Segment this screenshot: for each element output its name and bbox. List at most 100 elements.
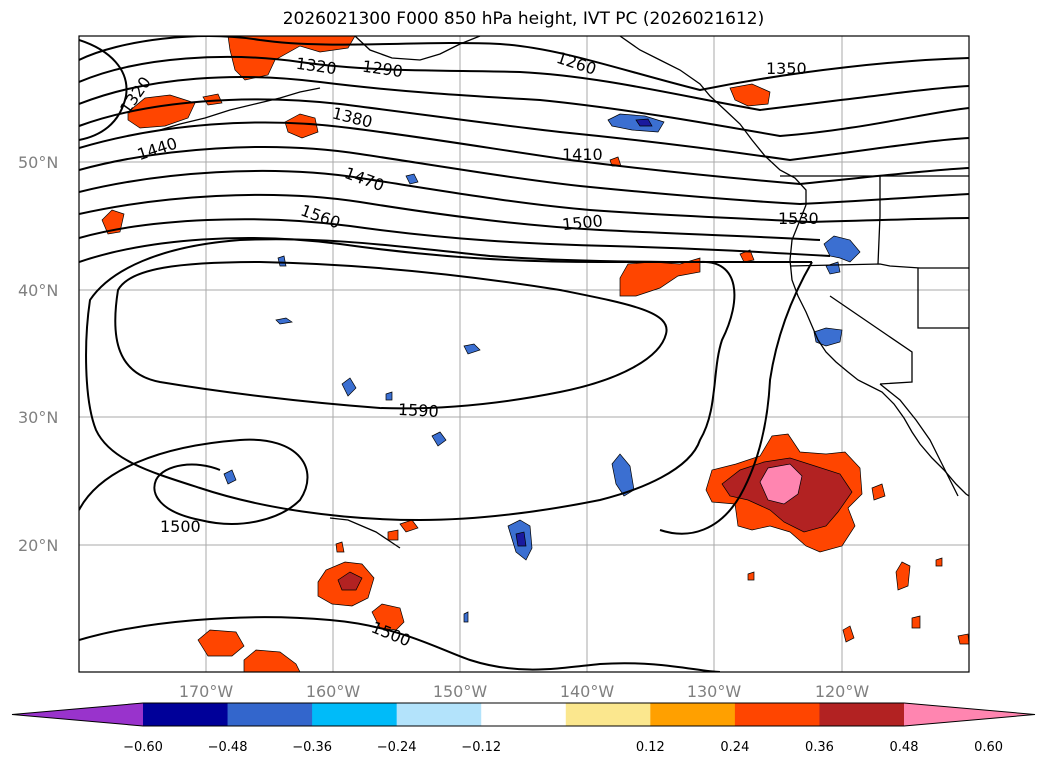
ivt-patch-pink-core: [759, 463, 803, 505]
colorbar-tick-label: −0.24: [377, 740, 417, 755]
ivt-neg-west-coast: [823, 235, 861, 263]
colorbar-tick-label: −0.36: [292, 740, 332, 755]
contour-1500-south: [79, 438, 309, 525]
contour-label: 1500: [561, 211, 603, 234]
lat-label: 20°N: [18, 536, 58, 555]
contour-1290: [79, 55, 969, 112]
contour-label: 1410: [562, 145, 603, 164]
colorbar-segment: [143, 703, 229, 726]
ivt-patch-gulf: [284, 113, 319, 139]
ivt-patch-far-southeast: [895, 561, 911, 591]
ivt-patch-far-southeast-2: [842, 625, 855, 643]
ivt-neg-small-5: [341, 377, 357, 397]
contour-1560: [85, 238, 736, 522]
ivt-patch-tiny-c: [335, 541, 345, 553]
ivt-positive-patches: [101, 36, 969, 672]
contour-1500-north: [79, 218, 831, 257]
ivt-neg-small-3: [275, 317, 293, 325]
ivt-neg-small-6: [431, 431, 447, 447]
north-american-coast: [789, 204, 969, 497]
colorbar-tick-label: 0.48: [890, 740, 919, 755]
ivt-patch-south-small: [399, 519, 419, 533]
lon-label: 120°W: [815, 682, 870, 701]
colorbar-segment: [565, 703, 651, 726]
contour-label: 1350: [766, 59, 807, 78]
colorbar-tick-label: 0.36: [805, 740, 834, 755]
colorbar-tick-label: −0.48: [208, 740, 248, 755]
ivt-neg-california: [813, 327, 843, 347]
state-border-3: [917, 268, 969, 329]
contour-label: 1530: [778, 209, 819, 228]
ivt-patch-tiny-a: [747, 571, 755, 581]
plot-frame: [78, 35, 970, 673]
colorbar-segment: [650, 703, 736, 726]
colorbar-tick-label: −0.12: [461, 740, 501, 755]
ivt-patch-tiny-b: [935, 557, 943, 567]
map-plot-area: [79, 36, 969, 672]
colorbar-tick-label: −0.60: [123, 740, 163, 755]
ivt-patch-southwest: [197, 629, 245, 657]
ivt-patch-south-small-2: [387, 529, 399, 541]
contour-1410: [79, 146, 969, 206]
lat-label: 40°N: [18, 281, 58, 300]
ivt-neg-small-4: [463, 343, 481, 355]
aleutian-islands: [159, 87, 321, 131]
colorbar-segment: [734, 703, 820, 726]
map-title: 2026021300 F000 850 hPa height, IVT PC (…: [282, 9, 765, 29]
ivt-negative-patches: [223, 113, 861, 623]
colorbar: −0.60 −0.48 −0.36 −0.24 −0.12 0.12 0.24 0.36 0.4…: [11, 702, 1036, 755]
colorbar-segment: [312, 703, 398, 726]
hawaii-chain: [329, 517, 401, 549]
coastlines: [159, 36, 969, 549]
lon-label: 140°W: [560, 682, 615, 701]
lat-label: 30°N: [18, 408, 58, 427]
longitude-labels: 170°W 160°W 150°W 140°W 130°W 120°W: [179, 682, 870, 701]
lon-label: 130°W: [687, 682, 742, 701]
colorbar-tick-label: 0.12: [636, 740, 665, 755]
ivt-neg-tiny-b: [463, 611, 469, 623]
contour-1440: [79, 169, 969, 224]
colorbar-extend-max: [904, 703, 1035, 726]
ivt-neg-south-dark: [515, 531, 527, 547]
ivt-patch-alaska-coast: [729, 83, 771, 107]
contour-1320: [79, 76, 969, 138]
contour-1590: [114, 260, 668, 410]
colorbar-tick-label: 0.24: [720, 740, 749, 755]
lon-label: 160°W: [306, 682, 361, 701]
colorbar-outline: [11, 702, 1036, 727]
state-border-2: [877, 176, 881, 265]
ivt-neg-alaska-dark: [635, 118, 653, 127]
contour-1470: [79, 193, 821, 241]
ivt-patch-bottom: [243, 649, 301, 672]
colorbar-segment: [396, 703, 482, 726]
lon-label: 150°W: [433, 682, 488, 701]
baja: [879, 383, 959, 497]
contour-1350: [79, 98, 969, 162]
ivt-patch-hawaii-west-dark: [337, 571, 363, 591]
contour-1530-southeast: [659, 261, 813, 535]
ivt-patch-right-small: [871, 483, 886, 501]
ivt-patch-far-southeast-4: [957, 633, 969, 645]
contour-1500-south-2: [79, 616, 721, 672]
contour-west-circle: [79, 39, 128, 141]
alaska-panhandle: [619, 36, 807, 205]
contour-label: 1500: [160, 517, 201, 536]
colorbar-segment: [819, 703, 905, 726]
lat-label: 50°N: [18, 153, 58, 172]
state-border-4: [829, 295, 913, 385]
lon-label: 170°W: [179, 682, 234, 701]
ivt-patch-small-aleutian: [202, 93, 223, 106]
contour-label: 1590: [398, 400, 440, 421]
ivt-neg-small-1: [405, 173, 419, 185]
latitude-labels: 50°N 40°N 30°N 20°N: [18, 153, 58, 555]
state-border-1: [789, 263, 969, 269]
contour-1380: [79, 121, 969, 186]
colorbar-extend-min: [12, 703, 143, 726]
ivt-patch-far-southeast-3: [911, 615, 921, 629]
height-contours: [79, 36, 969, 672]
ivt-neg-west-small: [223, 469, 237, 485]
colorbar-segment: [227, 703, 313, 726]
colorbar-tick-label: 0.60: [974, 740, 1003, 755]
colorbar-segment: [481, 703, 567, 726]
